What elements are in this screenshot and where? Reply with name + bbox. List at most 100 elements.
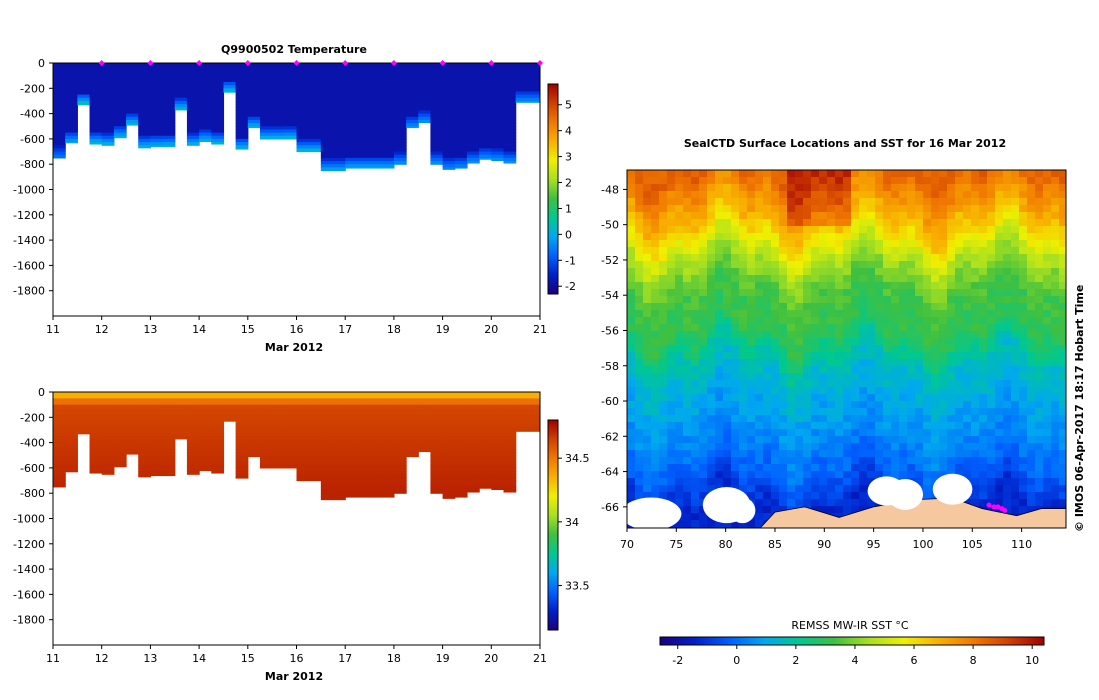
section-cell [369, 461, 383, 466]
sst-cell [787, 429, 796, 437]
section-cell [53, 63, 66, 67]
sst-cell [643, 415, 652, 423]
section-cell [357, 91, 371, 96]
sst-cell [851, 247, 860, 255]
sst-cell [1059, 401, 1066, 409]
section-cell [113, 426, 127, 431]
section-cell [503, 161, 517, 164]
sst-cell [883, 212, 892, 220]
section-cell [113, 439, 127, 444]
section-cell [296, 119, 310, 124]
colorbar-tick-label: 4 [565, 125, 572, 138]
section-cell [308, 414, 322, 418]
section-cell [333, 126, 346, 131]
section-cell [369, 91, 383, 96]
section-cell [345, 414, 358, 418]
sst-cell [803, 352, 812, 360]
section-cell [442, 395, 456, 399]
sst-cell [867, 289, 876, 297]
section-cell [454, 154, 468, 159]
sst-cell [819, 212, 828, 220]
section-cell [479, 107, 492, 112]
section-cell [223, 69, 237, 74]
sst-cell [779, 338, 788, 346]
sst-cell [979, 233, 988, 241]
sst-cell [995, 499, 1004, 507]
sst-cell [779, 457, 788, 465]
sst-cell [859, 317, 868, 325]
section-cell [430, 442, 444, 447]
section-cell [491, 483, 505, 488]
sst-cell [635, 331, 644, 339]
section-cell [53, 439, 66, 444]
section-cell [259, 455, 273, 460]
section-cell [320, 471, 334, 475]
sst-cell [651, 233, 660, 241]
sst-cell [1035, 499, 1044, 507]
sst-cell [1059, 373, 1066, 381]
section-cell [296, 392, 310, 396]
section-cell [320, 161, 334, 165]
sst-cell [707, 170, 716, 178]
section-cell [345, 91, 358, 96]
sst-cell [731, 422, 740, 430]
section-cell [345, 392, 358, 396]
sst-cell [979, 247, 988, 255]
sst-cell [683, 464, 692, 472]
sst-cell [931, 184, 940, 192]
section-cell [466, 132, 480, 137]
sst-cell [683, 408, 692, 416]
sst-cell [707, 184, 716, 192]
sst-cell [627, 394, 636, 402]
sst-cell [867, 219, 876, 227]
section-cell [320, 75, 334, 80]
section-cell [235, 423, 249, 428]
section-cell [162, 474, 176, 477]
sst-cell [1003, 205, 1012, 213]
section-cell [333, 417, 346, 422]
section-cell [527, 414, 540, 418]
section-cell [235, 69, 249, 74]
sst-cell [651, 317, 660, 325]
section-cell [345, 119, 358, 124]
sst-cell [827, 415, 836, 423]
sst-cell [651, 324, 660, 332]
sst-cell [819, 282, 828, 290]
sst-cell [643, 240, 652, 248]
section-cell [491, 123, 505, 127]
sst-cell [755, 331, 764, 339]
section-cell [235, 75, 249, 80]
section-cell [101, 116, 115, 121]
sst-cell [1003, 471, 1012, 479]
sst-cell [731, 275, 740, 283]
sst-cell [667, 198, 676, 206]
sst-cell [1035, 338, 1044, 346]
section-cell [466, 161, 480, 164]
section-cell [138, 94, 151, 99]
sst-cell [739, 261, 748, 269]
section-cell [320, 474, 334, 478]
section-cell [211, 126, 225, 131]
sst-cell [1051, 331, 1060, 339]
section-cell [381, 135, 395, 140]
section-cell [503, 467, 517, 472]
section-cell [479, 157, 492, 160]
sst-cell [915, 310, 924, 318]
colorbar-tick-label: -2 [565, 280, 576, 293]
sst-cell [675, 443, 684, 451]
sst-cell [771, 345, 780, 353]
section-cell [77, 423, 91, 428]
sst-cell [627, 303, 636, 311]
sst-cell [643, 429, 652, 437]
section-cell [186, 72, 200, 77]
section-cell [308, 110, 322, 115]
section-cell [138, 91, 151, 96]
section-cell [53, 414, 66, 418]
sst-cell [627, 296, 636, 304]
section-cell [466, 81, 480, 86]
section-cell [138, 474, 151, 478]
sst-cell [971, 177, 980, 185]
sst-cell [963, 366, 972, 374]
sst-cell [987, 394, 996, 402]
section-cell [454, 442, 468, 447]
